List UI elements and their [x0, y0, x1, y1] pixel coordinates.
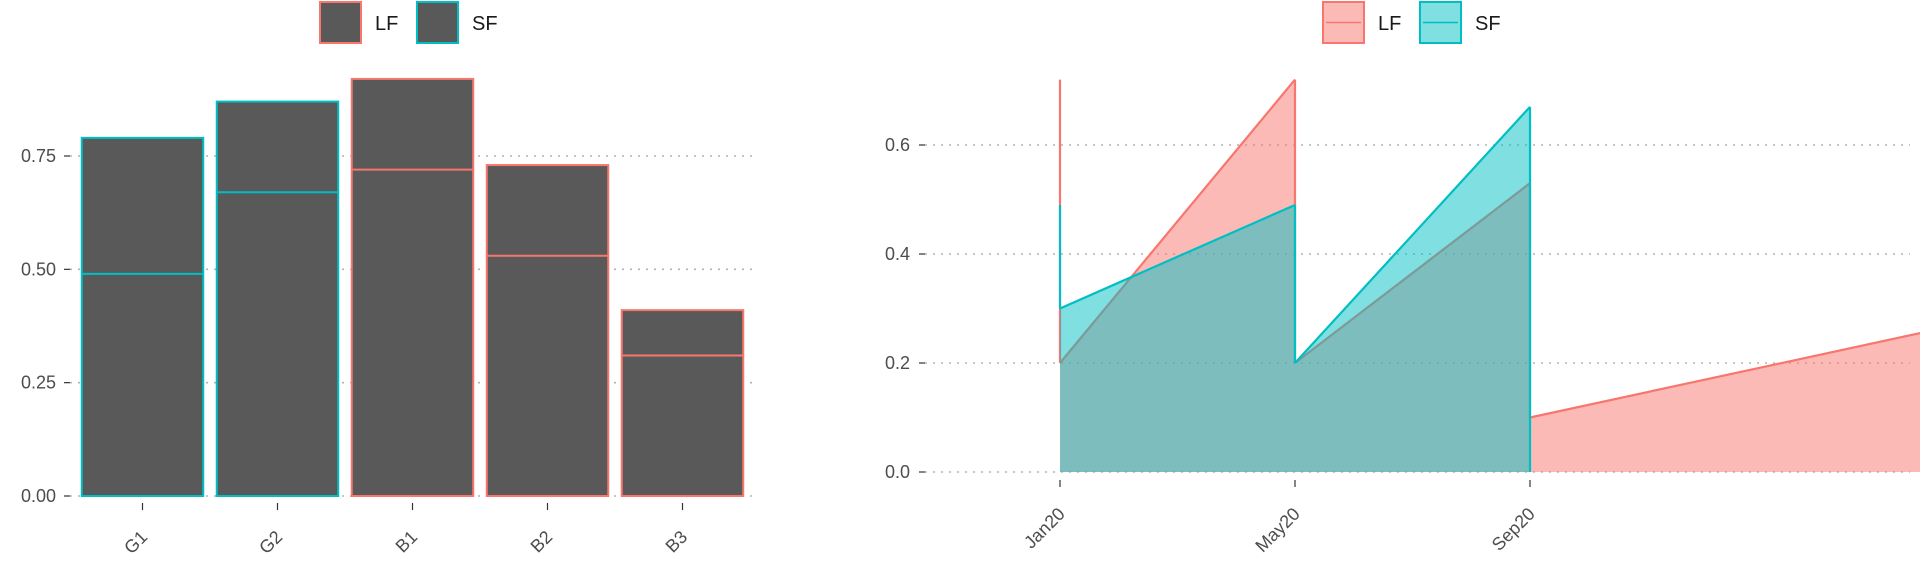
area-segment — [1060, 204, 1295, 472]
x-tick-label: May20 — [1251, 504, 1303, 556]
x-tick-label: B2 — [527, 527, 557, 557]
series-line — [1294, 106, 1531, 364]
area-segment — [1530, 333, 1920, 472]
series-line — [1529, 331, 1920, 419]
series-line — [1059, 203, 1296, 310]
bar-chart: 0.00 0.25 0.50 0.75 G1 G2 B1 B2 B3 LF SF — [21, 1, 755, 558]
legend-left: LF SF — [319, 1, 498, 44]
area-chart: 0.00.20.40.6Jan20May20Sep20Jun21LFSF — [885, 1, 1920, 556]
bar-g1 — [80, 136, 205, 497]
bar-b1 — [350, 77, 475, 498]
y-tick-label: 0.25 — [21, 373, 56, 393]
y-tick-label: 0.75 — [21, 146, 56, 166]
series-sf — [1058, 106, 1532, 472]
bar-b3 — [620, 309, 745, 497]
area-segment — [1295, 106, 1530, 472]
legend-key-lf — [319, 1, 362, 44]
y-tick-label: 0.00 — [21, 486, 56, 506]
legend-label-lf: LF — [375, 13, 398, 35]
legend-right: LF SF — [1322, 1, 1501, 44]
x-tick-label: G1 — [120, 527, 151, 558]
legend-label-sf: SF — [1475, 13, 1501, 35]
x-tick-label: G2 — [255, 527, 286, 558]
x-tick-label: B1 — [392, 527, 422, 557]
y-tick-label: 0.50 — [21, 259, 56, 279]
legend-label-sf: SF — [472, 13, 498, 35]
x-tick-label: B3 — [662, 527, 692, 557]
y-tick-label: 0.0 — [885, 462, 910, 482]
bar-b2 — [485, 164, 610, 497]
x-tick-label: Sep20 — [1488, 504, 1539, 555]
legend-key-sf — [416, 1, 459, 44]
y-tick-label: 0.2 — [885, 353, 910, 373]
y-tick-label: 0.4 — [885, 244, 910, 264]
legend-label-lf: LF — [1378, 13, 1401, 35]
bar-g2 — [215, 100, 340, 497]
x-tick-label: Jan20 — [1020, 504, 1069, 553]
y-tick-label: 0.6 — [885, 135, 910, 155]
